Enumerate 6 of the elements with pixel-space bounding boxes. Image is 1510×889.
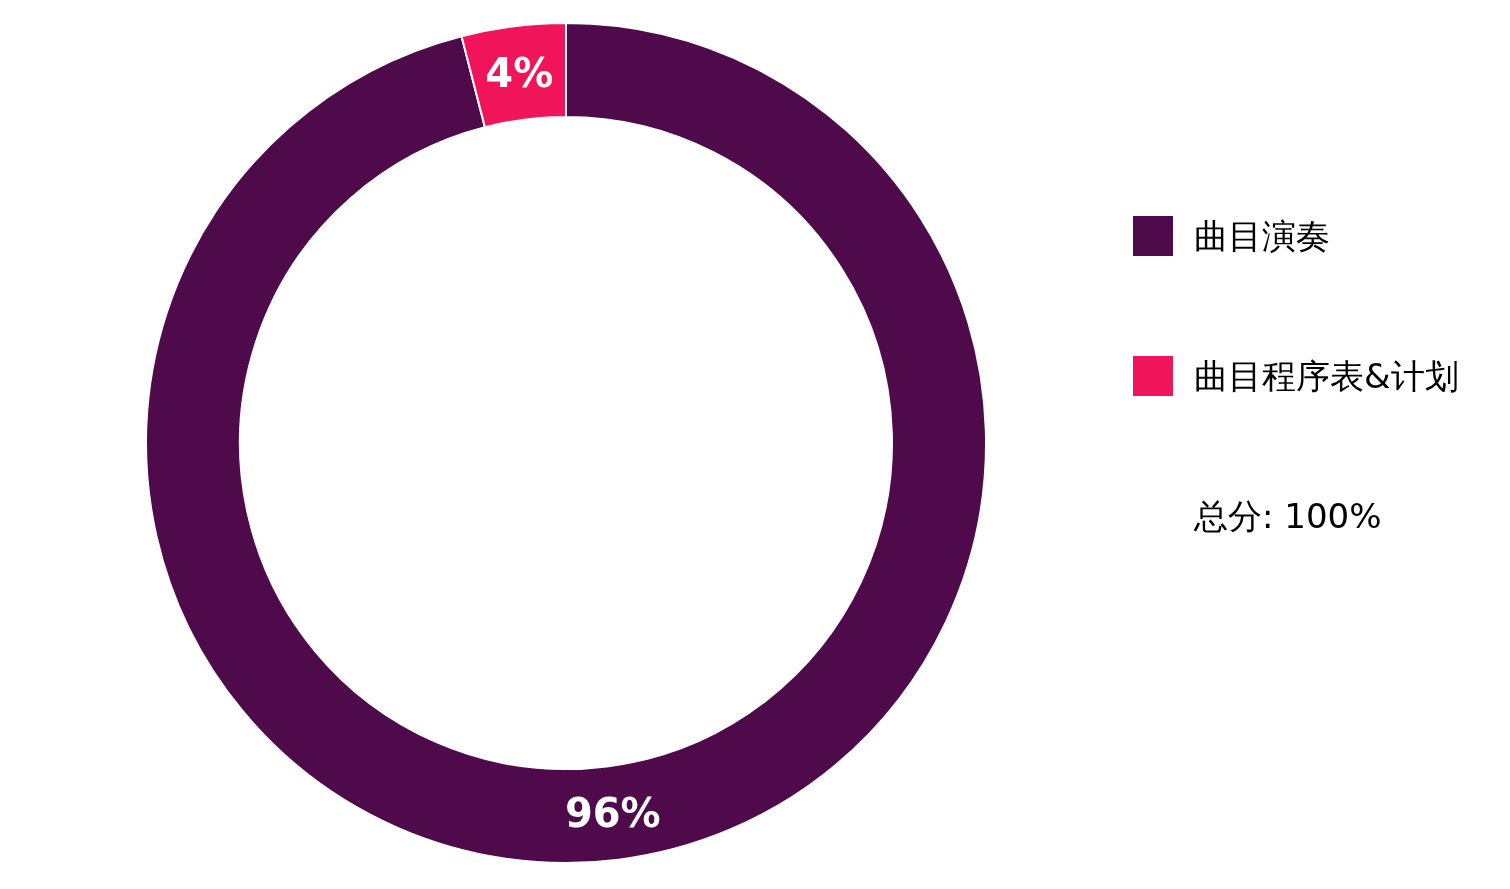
legend-label: 曲目演奏	[1194, 215, 1330, 256]
data-label: 96%	[564, 790, 661, 837]
legend-label: 曲目程序表&计划	[1194, 355, 1459, 396]
data-label: 4%	[485, 49, 554, 96]
donut-slice	[145, 22, 987, 864]
text: 总分: 100%	[1193, 495, 1382, 536]
